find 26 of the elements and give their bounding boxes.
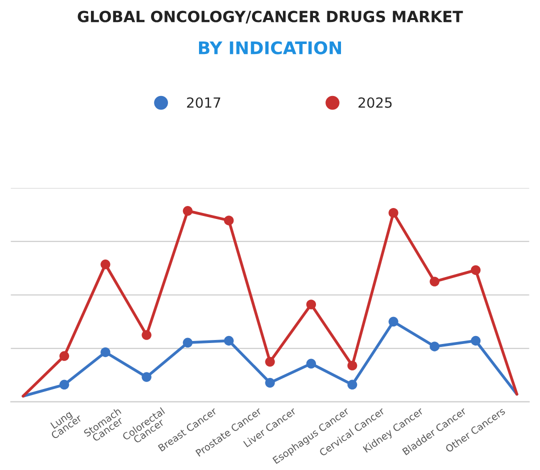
point — [59, 380, 70, 390]
legend-label: 2017 — [187, 97, 220, 108]
point — [100, 260, 110, 270]
point — [142, 372, 152, 382]
point — [306, 300, 316, 310]
legend-label: 2025 — [358, 97, 392, 108]
point — [182, 338, 193, 348]
point — [142, 330, 152, 340]
point — [265, 378, 275, 388]
point — [224, 336, 234, 346]
chart-title: GLOBAL ONCOLOGY/CANCER DRUGS MARKET — [78, 10, 463, 24]
point — [265, 356, 275, 367]
point — [224, 216, 234, 226]
point — [470, 336, 481, 346]
point — [347, 380, 358, 390]
point — [182, 206, 193, 216]
point — [100, 347, 110, 358]
chart-subtitle: BY INDICATION — [199, 41, 341, 54]
point — [430, 276, 440, 286]
point — [347, 360, 358, 370]
point — [388, 316, 398, 327]
point — [470, 265, 481, 275]
point — [306, 358, 316, 369]
point — [430, 342, 440, 352]
point — [388, 208, 398, 218]
point — [59, 351, 70, 361]
